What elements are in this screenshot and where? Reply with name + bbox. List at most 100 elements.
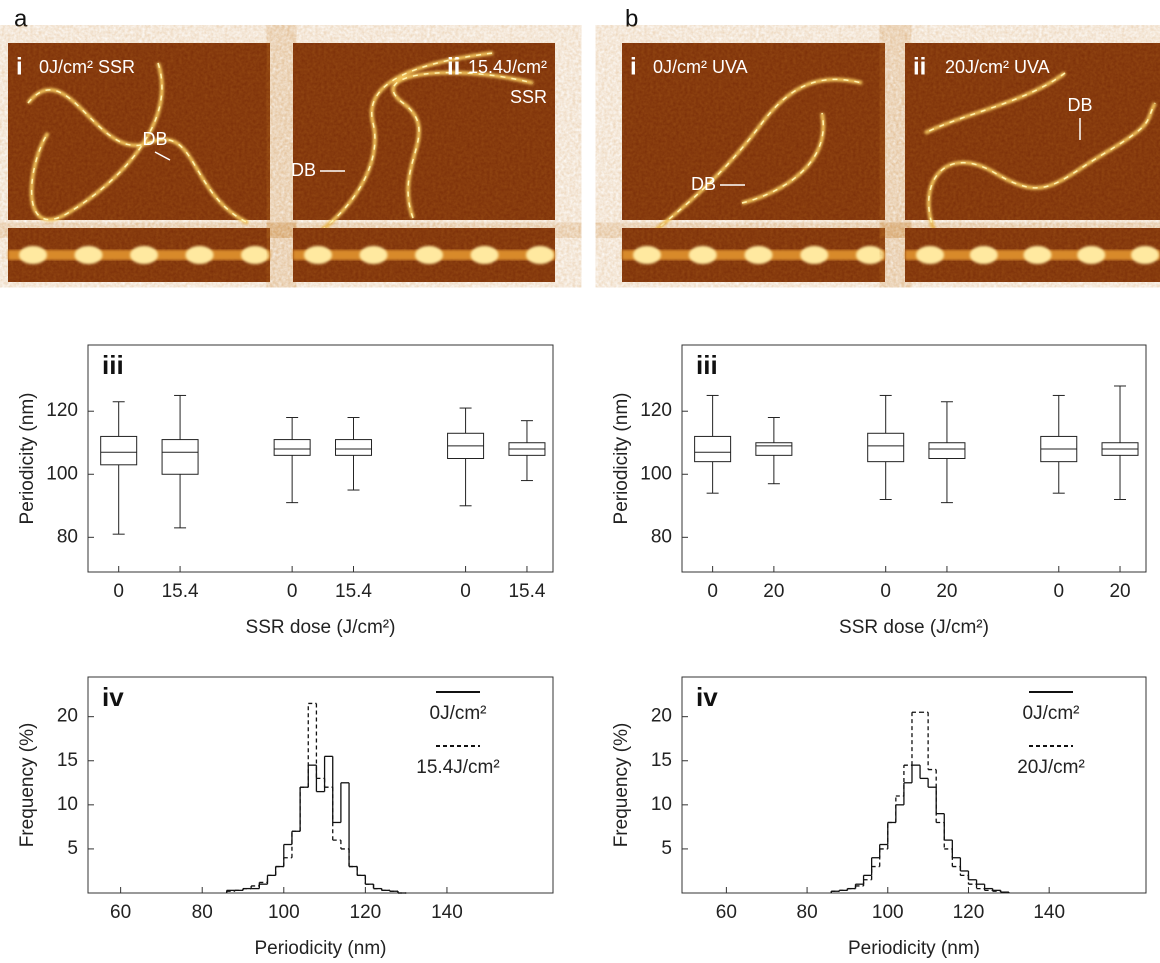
box [756, 443, 792, 456]
strip-bead [75, 246, 103, 264]
x-tick-label: 140 [1033, 902, 1065, 923]
y-tick-label: 5 [67, 838, 78, 859]
x-tick-label: 15.4 [508, 581, 545, 602]
strip-bead [800, 246, 828, 264]
x-tick-label: 120 [350, 902, 382, 923]
x-tick-label: 0 [707, 581, 718, 602]
y-axis-label: Periodicity (nm) [611, 393, 632, 525]
x-tick-label: 20 [763, 581, 784, 602]
box [101, 436, 137, 464]
y-tick-label: 80 [57, 526, 78, 547]
strip-bead [856, 246, 884, 264]
box [162, 440, 198, 475]
strip-bead [689, 246, 717, 264]
image-caption: 0J/cm² UVA [653, 57, 748, 77]
strip-bead [526, 246, 554, 264]
x-tick-label: 0 [113, 581, 124, 602]
box [274, 440, 310, 456]
figure: a b i 0J/cm² SSR DB ii 15.4J/cm² SSR DB i 0J/cm²… [0, 0, 1160, 963]
image-caption: 20J/cm² UVA [945, 57, 1050, 77]
strip-bead [241, 246, 269, 264]
box [695, 436, 731, 461]
y-tick-label: 20 [57, 706, 78, 727]
y-tick-label: 20 [651, 706, 672, 727]
db-label: DB [1067, 95, 1092, 115]
x-axis-label: SSR dose (J/cm²) [246, 617, 396, 638]
panel-label: a [14, 5, 28, 32]
db-label: DB [291, 160, 316, 180]
strip-bead [916, 246, 944, 264]
x-tick-label: 100 [268, 902, 300, 923]
strip-bead [970, 246, 998, 264]
legend-label: 0J/cm² [1023, 703, 1080, 724]
strip-bead [745, 246, 773, 264]
strip-bead [415, 246, 443, 264]
x-tick-label: 0 [880, 581, 891, 602]
strip-bead [304, 246, 332, 264]
strip-bead [360, 246, 388, 264]
image-caption: 15.4J/cm² [468, 57, 547, 77]
x-tick-label: 0 [460, 581, 471, 602]
afm-strip [293, 228, 555, 282]
legend-label: 15.4J/cm² [416, 757, 499, 778]
y-tick-label: 15 [57, 750, 78, 771]
box [929, 443, 965, 459]
image-caption: SSR [510, 87, 547, 107]
x-tick-label: 100 [872, 902, 904, 923]
panel-numeral: iii [696, 350, 718, 380]
strip-bead [1131, 246, 1159, 264]
afm-strip [8, 228, 270, 282]
strip-bead [130, 246, 158, 264]
strip-bead [19, 246, 47, 264]
x-tick-label: 15.4 [162, 581, 199, 602]
x-tick-label: 0 [1053, 581, 1064, 602]
panel-numeral: iv [696, 682, 718, 712]
x-tick-label: 120 [953, 902, 985, 923]
y-tick-label: 100 [46, 463, 78, 484]
db-label: DB [142, 129, 167, 149]
y-tick-label: 120 [640, 400, 672, 421]
image-numeral: ii [447, 53, 460, 80]
y-tick-label: 10 [57, 794, 78, 815]
x-axis-label: SSR dose (J/cm²) [839, 617, 989, 638]
afm-strip [622, 228, 885, 282]
x-tick-label: 15.4 [335, 581, 372, 602]
image-caption: 0J/cm² SSR [39, 57, 135, 77]
box [868, 433, 904, 461]
y-axis-label: Periodicity (nm) [17, 393, 38, 525]
strip-bead [633, 246, 661, 264]
image-numeral: i [630, 53, 637, 80]
afm-strip [905, 228, 1160, 282]
db-label: DB [691, 174, 716, 194]
y-tick-label: 5 [661, 838, 672, 859]
x-tick-label: 80 [192, 902, 213, 923]
x-tick-label: 0 [287, 581, 298, 602]
x-axis-label: Periodicity (nm) [848, 938, 980, 959]
legend-label: 0J/cm² [430, 703, 487, 724]
x-tick-label: 20 [1109, 581, 1130, 602]
x-tick-label: 80 [797, 902, 818, 923]
panel-numeral: iii [102, 350, 124, 380]
panel-label: b [625, 5, 638, 32]
y-axis-label: Frequency (%) [611, 723, 632, 848]
y-tick-label: 100 [640, 463, 672, 484]
image-numeral: ii [913, 53, 926, 80]
strip-bead [1024, 246, 1052, 264]
x-tick-label: 60 [716, 902, 737, 923]
x-axis-label: Periodicity (nm) [255, 938, 387, 959]
x-tick-label: 20 [936, 581, 957, 602]
y-tick-label: 120 [46, 400, 78, 421]
x-tick-label: 140 [431, 902, 463, 923]
strip-bead [186, 246, 214, 264]
strip-bead [1077, 246, 1105, 264]
strip-bead [471, 246, 499, 264]
y-tick-label: 80 [651, 526, 672, 547]
y-axis-label: Frequency (%) [17, 723, 38, 848]
panel-numeral: iv [102, 682, 124, 712]
x-tick-label: 60 [110, 902, 131, 923]
legend-label: 20J/cm² [1017, 757, 1085, 778]
box [336, 440, 372, 456]
y-tick-label: 10 [651, 794, 672, 815]
image-numeral: i [16, 53, 23, 80]
y-tick-label: 15 [651, 750, 672, 771]
